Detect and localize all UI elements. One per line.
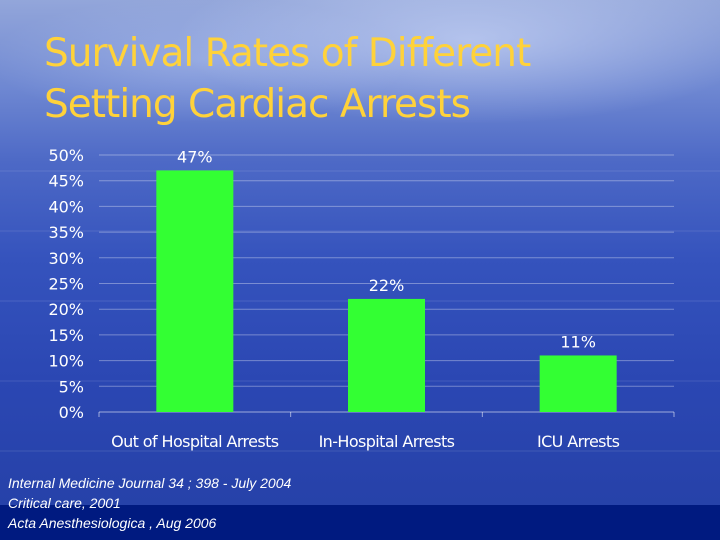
source-citation-1: Internal Medicine Journal 34 ; 398 - Jul…	[8, 475, 292, 491]
y-tick-label: 10%	[48, 352, 84, 371]
bar-chart: 0% 5% 10% 15% 20% 25% 30% 35% 40% 45% 50% 47% Out of…	[48, 146, 675, 451]
y-tick-label: 5%	[59, 377, 84, 396]
chart-axes	[98, 411, 675, 417]
slide-title-line-2: Setting Cardiac Arrests	[44, 82, 471, 127]
x-category-label: ICU Arrests	[537, 432, 620, 451]
x-category-label: Out of Hospital Arrests	[111, 432, 279, 451]
bar-value-label: 47%	[177, 147, 213, 166]
slide-title: Survival Rates of Different Setting Card…	[44, 28, 684, 130]
source-citation-2: Critical care, 2001	[8, 495, 121, 511]
footer-bar	[0, 505, 720, 540]
source-citation-3: Acta Anesthesiologica , Aug 2006	[8, 515, 217, 531]
bar	[539, 355, 617, 412]
y-tick-label: 0%	[59, 403, 84, 422]
y-tick-label: 30%	[48, 249, 84, 268]
y-tick-label: 40%	[48, 197, 84, 216]
bar	[156, 170, 234, 412]
y-tick-label: 45%	[48, 172, 84, 191]
source-citations: Internal Medicine Journal 34 ; 398 - Jul…	[8, 473, 291, 533]
slide-title-line-1: Survival Rates of Different	[44, 31, 531, 76]
bar-value-label: 11%	[560, 332, 596, 351]
bar	[348, 298, 425, 412]
x-category-label: In-Hospital Arrests	[319, 432, 455, 451]
bar-value-label: 22%	[369, 276, 405, 295]
chart-labels: 0% 5% 10% 15% 20% 25% 30% 35% 40% 45% 50% 47% Out of…	[48, 146, 620, 451]
y-tick-label: 15%	[48, 326, 84, 345]
y-tick-label: 35%	[48, 223, 84, 242]
y-tick-label: 50%	[48, 146, 84, 165]
y-tick-label: 20%	[48, 300, 84, 319]
y-tick-label: 25%	[48, 275, 84, 294]
chart-bars	[156, 170, 617, 412]
